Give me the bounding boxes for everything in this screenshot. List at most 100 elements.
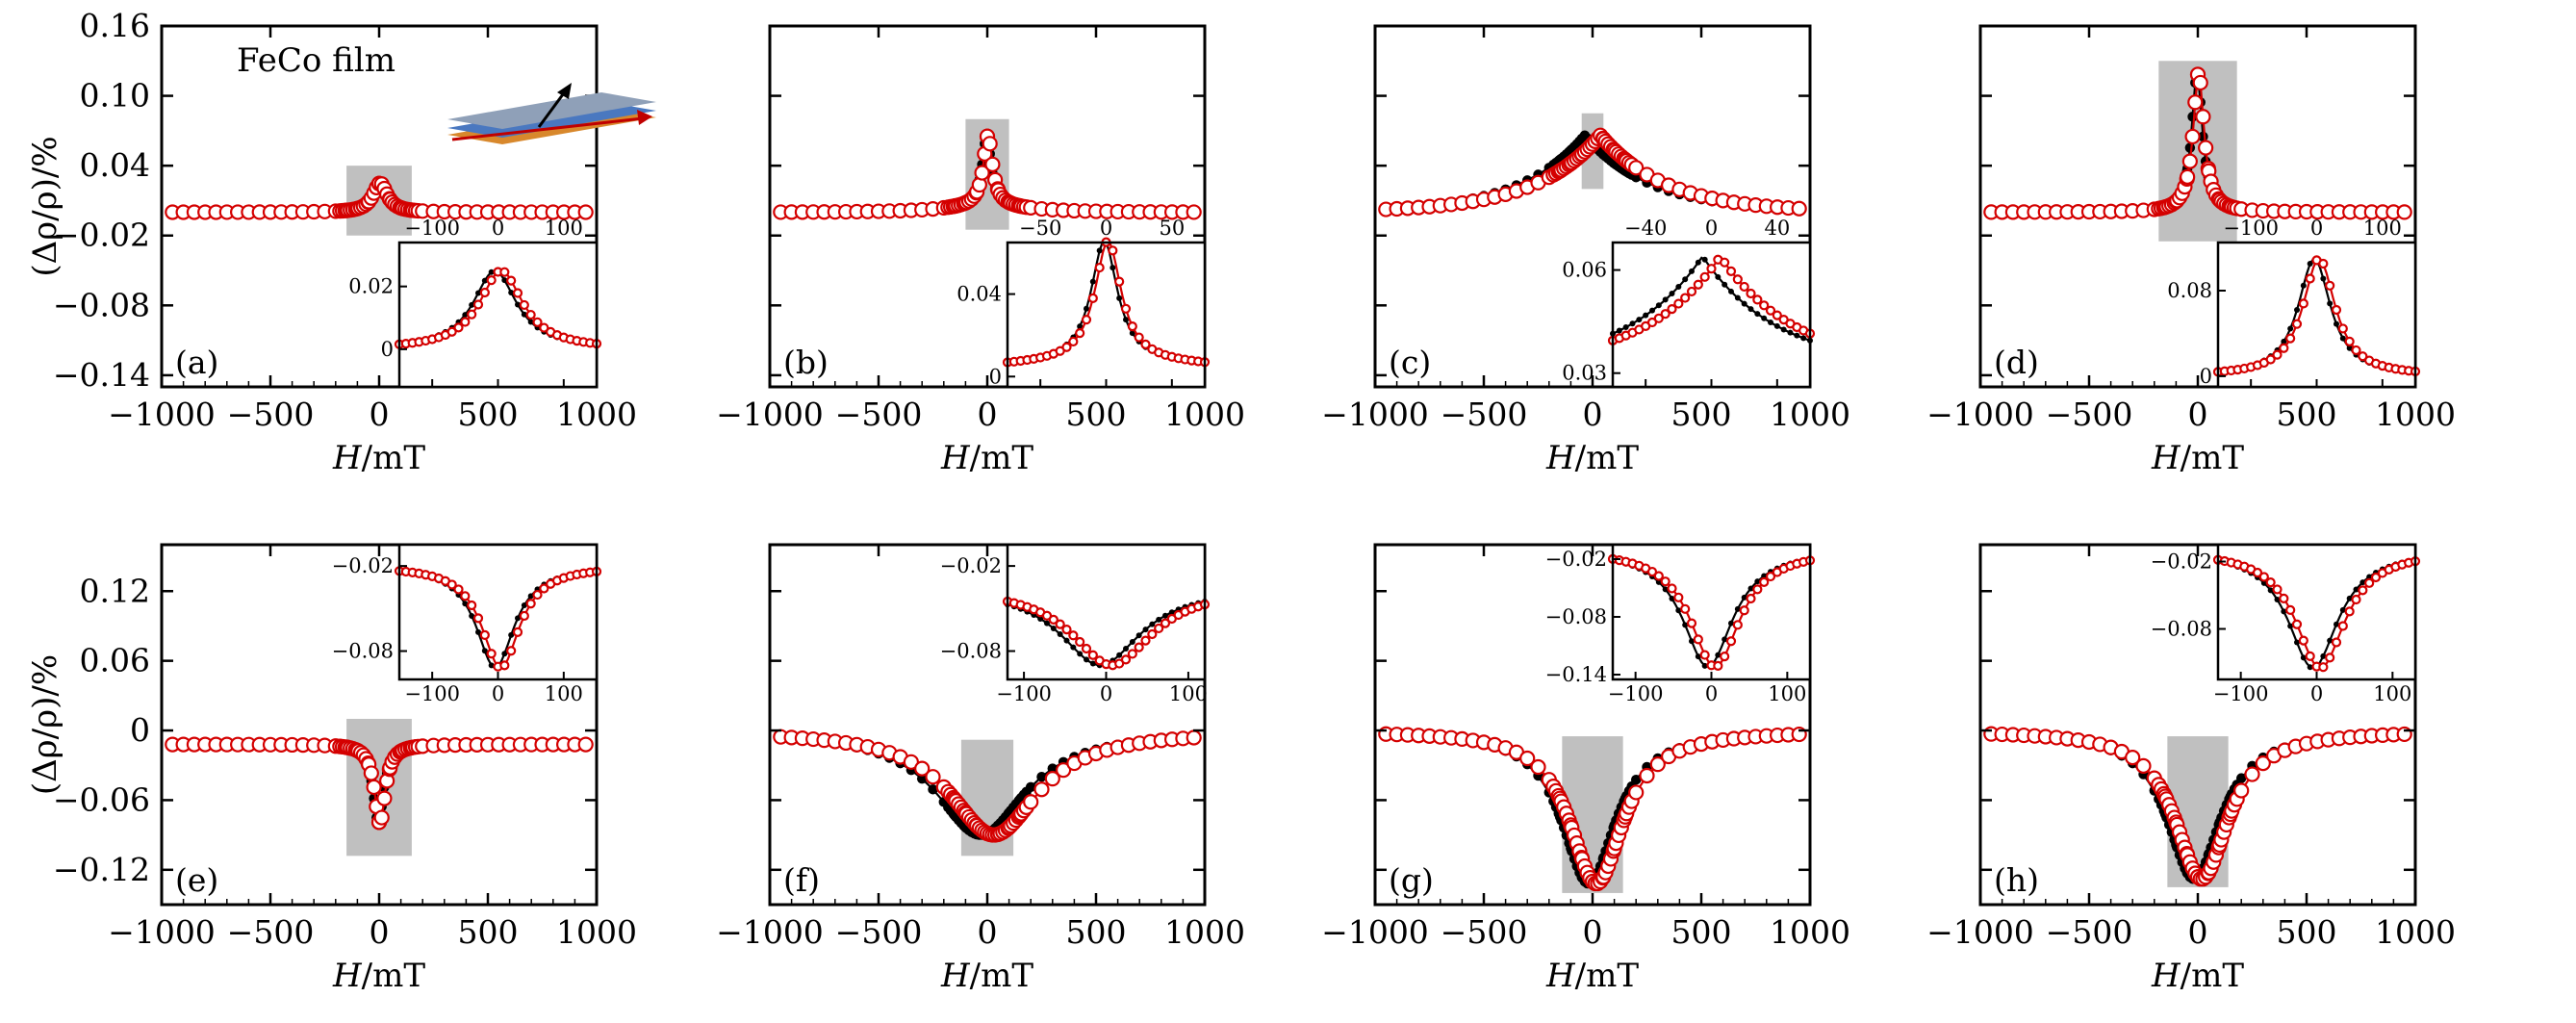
- magnetization-arrow-line: [537, 90, 568, 128]
- inset-black-series-point: [1728, 288, 1734, 294]
- inset-black-series-point: [1050, 625, 1057, 631]
- inset-x-tick-label: 100: [1169, 682, 1208, 705]
- inset-black-series-point: [2281, 608, 2287, 615]
- inset-black-series-point: [1682, 622, 1689, 628]
- inset-red-series-point: [1160, 618, 1171, 628]
- inset-x-tick-label: 100: [2373, 682, 2411, 705]
- x-tick-label: 0: [2188, 913, 2208, 951]
- inset-black-series-point: [1728, 620, 1734, 627]
- x-tick-label: 0: [2188, 396, 2208, 433]
- inset-red-series-point: [519, 610, 529, 622]
- inset-red-series-point: [2318, 662, 2329, 673]
- inset-red-series-point: [2331, 637, 2342, 648]
- inset-black-series-point: [1662, 296, 1669, 303]
- inset: −100 0 100 −0.14 −0.08 −0.02: [1545, 543, 1816, 705]
- red-series-point: [1791, 200, 1807, 217]
- red-series-point: [2198, 140, 2214, 156]
- inset-black-series-point: [2274, 597, 2281, 603]
- inset-black-series-point: [1168, 609, 1175, 616]
- inset-black-series-point: [501, 651, 508, 657]
- y-tick-label: 0.12: [80, 572, 150, 609]
- inset-y-tick-label: 0: [2200, 365, 2212, 388]
- panel-tag: (b): [783, 344, 829, 381]
- inset-x-tick-label: 100: [2363, 217, 2402, 240]
- black-series-point: [928, 783, 938, 795]
- inset-black-series-point: [508, 289, 515, 295]
- x-tick-label: 1000: [556, 396, 637, 433]
- inset-black-series-point: [1800, 335, 1807, 342]
- inset-red-series-point: [1134, 332, 1144, 343]
- inset-red-series-point: [2370, 572, 2382, 583]
- inset-red-series-point: [1081, 643, 1092, 654]
- inset-black-series-point: [1089, 660, 1096, 667]
- x-tick-label: 500: [2277, 396, 2337, 433]
- inset-red-series-point: [506, 275, 517, 286]
- inset-black-series-point: [501, 277, 508, 284]
- inset-red-series-point: [1673, 298, 1684, 309]
- inset-red-series-point: [539, 322, 549, 333]
- inset-red-series-point: [1759, 576, 1770, 587]
- inset-black-series-point: [1070, 644, 1077, 651]
- inset-black-series-point: [1142, 627, 1149, 633]
- inset-red-series-point: [1114, 276, 1125, 287]
- inset-black-series-point: [462, 312, 469, 319]
- inset-black-series-point: [1156, 616, 1162, 623]
- inset-red-series-point: [1699, 271, 1710, 282]
- black-series-point: [1630, 774, 1642, 785]
- inset-black-series-point: [515, 615, 521, 622]
- inset-red-series-point: [2358, 585, 2368, 596]
- inset-red-series-point: [1653, 313, 1664, 323]
- inset-x-tick-label: 0: [492, 217, 504, 240]
- inset-red-series-point: [2252, 567, 2263, 578]
- x-tick-label: −500: [835, 913, 923, 951]
- panel-tag: (g): [1389, 861, 1434, 899]
- red-series-point: [974, 165, 990, 181]
- inset-red-series-point: [1646, 566, 1658, 577]
- red-series-point: [1023, 794, 1039, 810]
- y-tick-label: 0: [130, 711, 150, 749]
- inset-black-series-point: [1135, 632, 1142, 639]
- inset-red-series-point: [2272, 349, 2283, 360]
- inset-black-series-point: [2300, 282, 2307, 289]
- inset-y-tick-label: −0.02: [332, 554, 394, 577]
- black-series-point: [916, 773, 928, 784]
- inset-red-series-point: [512, 288, 523, 298]
- inset-red-series-point: [1087, 650, 1098, 660]
- inset-black-series-point: [1675, 607, 1682, 614]
- x-axis-title: H/mT: [332, 439, 425, 477]
- inset-black-series-point: [2281, 338, 2287, 345]
- inset-black-series-point: [2334, 621, 2339, 627]
- inset-black-series-point: [2366, 574, 2373, 580]
- inset-red-series-point: [2298, 635, 2308, 646]
- x-tick-label: −500: [1441, 396, 1528, 433]
- inset-y-tick-label: −0.02: [1545, 548, 1607, 571]
- x-tick-label: 1000: [1164, 913, 1245, 951]
- y-tick-label: 0.10: [80, 77, 150, 115]
- red-series-point: [2192, 74, 2208, 91]
- inset-black-series-point: [1037, 615, 1044, 622]
- x-axis-title-unit: /mT: [362, 439, 426, 477]
- inset-black-series-point: [2339, 335, 2346, 342]
- inset-red-series-point: [1061, 342, 1072, 352]
- inset-black-series-point: [521, 311, 527, 318]
- panel-tag: (f): [783, 861, 820, 899]
- x-tick-label: 500: [458, 396, 519, 433]
- inset-y-tick-label: 0.04: [956, 283, 1002, 306]
- inset-red-series-point: [1120, 654, 1132, 665]
- red-series-point: [1649, 756, 1666, 773]
- inset-black-series-point: [488, 662, 495, 669]
- inset-red-series-point: [525, 599, 536, 609]
- inset-red-series-point: [2291, 319, 2303, 329]
- x-tick-label: 500: [1066, 396, 1127, 433]
- inset-red-series-point: [2265, 577, 2276, 588]
- inset-y-tick-label: −0.08: [2151, 618, 2212, 641]
- inset: −100 0 100 −0.08 −0.02: [332, 543, 602, 705]
- inset-red-series-point: [506, 646, 517, 656]
- panel-tag: (c): [1389, 344, 1431, 381]
- inset-black-series-point: [1741, 300, 1747, 307]
- x-axis-title: H/mT: [1545, 439, 1639, 477]
- inset-red-series-point: [1693, 634, 1703, 645]
- inset-black-series-point: [1754, 311, 1761, 318]
- red-series-point: [2195, 109, 2211, 125]
- inset-red-series-point: [2318, 258, 2329, 269]
